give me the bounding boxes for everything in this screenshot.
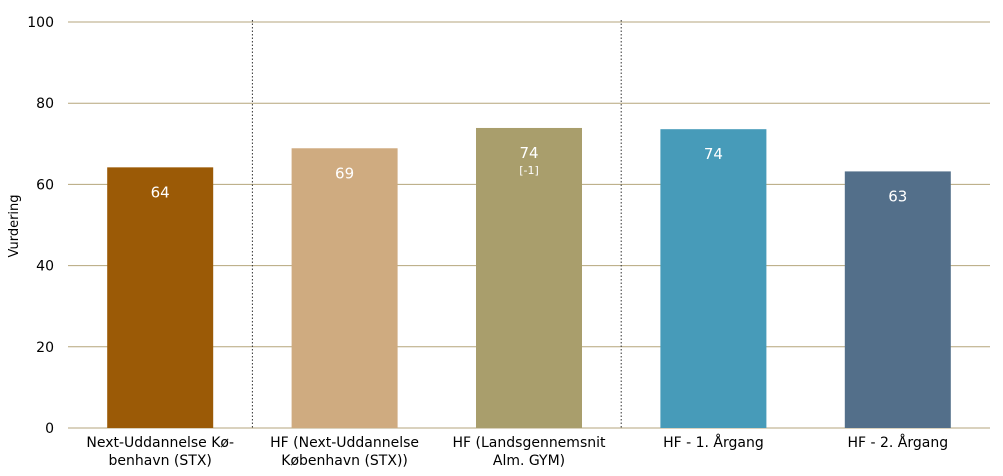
bars: [107, 127, 951, 429]
group-separators: [251, 20, 622, 428]
bar: [476, 127, 582, 428]
x-category-label: HF - 2. Årgang: [847, 434, 948, 451]
y-tick-label: 80: [36, 96, 54, 112]
y-tick-label: 0: [45, 421, 54, 437]
bar: [844, 171, 951, 428]
x-category-label: HF - 1. Årgang: [663, 434, 764, 451]
y-tick-label: 100: [27, 15, 54, 31]
y-axis-ticks: 0 20 40 60 80 100: [27, 15, 54, 437]
bar: [291, 148, 398, 429]
y-axis-title: Vurdering: [7, 194, 22, 257]
x-axis-categories: Next-Uddannelse Kø-benhavn (STX) HF (Next…: [86, 434, 948, 469]
data-label: 63: [888, 187, 907, 205]
bar: [660, 129, 767, 428]
x-category-label: HF (Next-Uddannelse: [270, 435, 419, 451]
data-label: 74: [704, 145, 723, 163]
data-labels: 64 69 74 [-1] 74 63: [151, 144, 908, 205]
data-label: 74: [519, 144, 538, 162]
data-label: 64: [151, 183, 170, 201]
x-category-label: København (STX)): [281, 453, 408, 469]
bar: [107, 167, 214, 428]
data-sub-label: [-1]: [519, 164, 539, 177]
y-tick-label: 20: [36, 340, 54, 356]
y-tick-label: 40: [36, 259, 54, 275]
data-label: 69: [335, 164, 354, 182]
y-tick-label: 60: [36, 177, 54, 193]
x-category-label: Next-Uddannelse Kø-: [86, 435, 234, 451]
x-category-label: Alm. GYM): [493, 453, 565, 469]
x-category-label: benhavn (STX): [109, 453, 212, 469]
x-category-label: HF (Landsgennemsnit: [453, 435, 606, 451]
